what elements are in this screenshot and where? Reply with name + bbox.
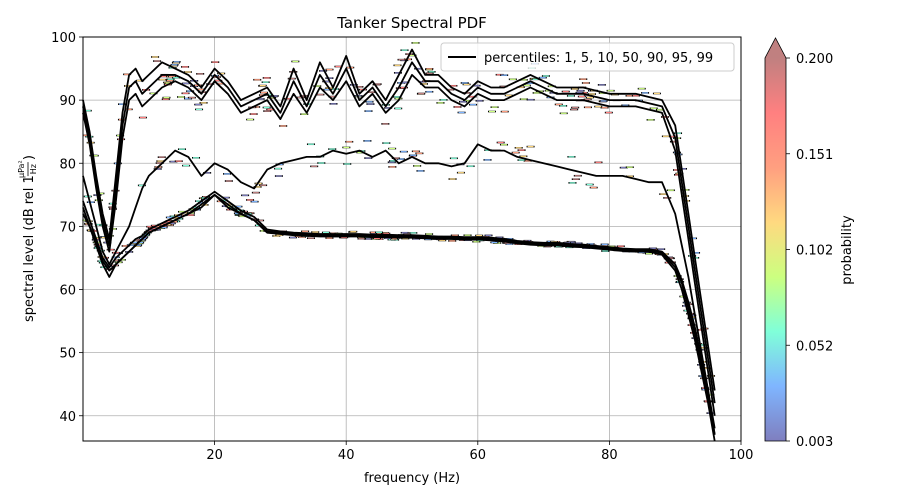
x-tick-label: 60 — [470, 448, 487, 463]
y-axis-label-unit-num: µPa² — [17, 160, 26, 178]
colorbar-ticks: 0.003 0.052 0.102 0.151 0.200 — [786, 52, 833, 450]
legend-label: percentiles: 1, 5, 10, 50, 90, 95, 99 — [484, 51, 713, 66]
x-tick-label: 80 — [601, 448, 618, 463]
colorbar-label: probability — [840, 215, 855, 285]
legend: percentiles: 1, 5, 10, 50, 90, 95, 99 — [440, 42, 735, 72]
percentile-line-4 — [82, 143, 716, 435]
y-tick-label: 60 — [59, 284, 76, 299]
colorbar: 0.003 0.052 0.102 0.151 0.200 probability — [764, 37, 855, 450]
chart-title: Tanker Spectral PDF — [336, 14, 487, 32]
y-tick-label: 80 — [59, 157, 76, 172]
colorbar-extend-arrow — [765, 38, 786, 58]
percentile-line-6 — [82, 61, 716, 404]
percentile-line-3 — [82, 190, 716, 429]
colorbar-tick-label: 0.151 — [796, 148, 833, 163]
percentile-lines — [82, 48, 716, 442]
y-axis-label-text: spectral level (dB rel 1 — [22, 175, 37, 322]
y-tick-label: 100 — [51, 31, 76, 46]
legend-box — [440, 42, 735, 72]
colorbar-tick-label: 0.102 — [796, 244, 833, 259]
colorbar-tick-label: 0.052 — [796, 339, 833, 354]
percentile-line-5 — [82, 74, 716, 416]
x-tick-label: 40 — [338, 448, 355, 463]
percentile-line-7 — [82, 48, 716, 391]
x-tick-label: 20 — [206, 448, 223, 463]
y-axis-label-unit-den: Hz — [29, 164, 38, 174]
colorbar-tick-label: 0.003 — [796, 435, 833, 450]
percentile-line-1 — [82, 193, 716, 442]
x-tick-label: 100 — [729, 448, 754, 463]
y-tick-label: 50 — [59, 347, 76, 362]
percentile-line-2 — [82, 193, 716, 435]
colorbar-outline — [764, 37, 787, 442]
colorbar-gradient — [765, 58, 786, 441]
y-tick-label: 70 — [59, 220, 76, 235]
x-axis-ticks: 20 40 60 80 100 — [206, 441, 753, 463]
colorbar-tick-label: 0.200 — [796, 52, 833, 67]
axes-frame — [82, 36, 742, 442]
x-axis-label: frequency (Hz) — [364, 471, 460, 486]
y-tick-label: 40 — [59, 410, 76, 425]
y-axis-label-close: ) — [22, 155, 37, 160]
y-tick-label: 90 — [59, 94, 76, 109]
y-axis-label: spectral level (dB rel 1 µPa² Hz ) — [17, 155, 38, 322]
y-axis-ticks: 40 50 60 70 80 90 100 — [51, 31, 83, 425]
